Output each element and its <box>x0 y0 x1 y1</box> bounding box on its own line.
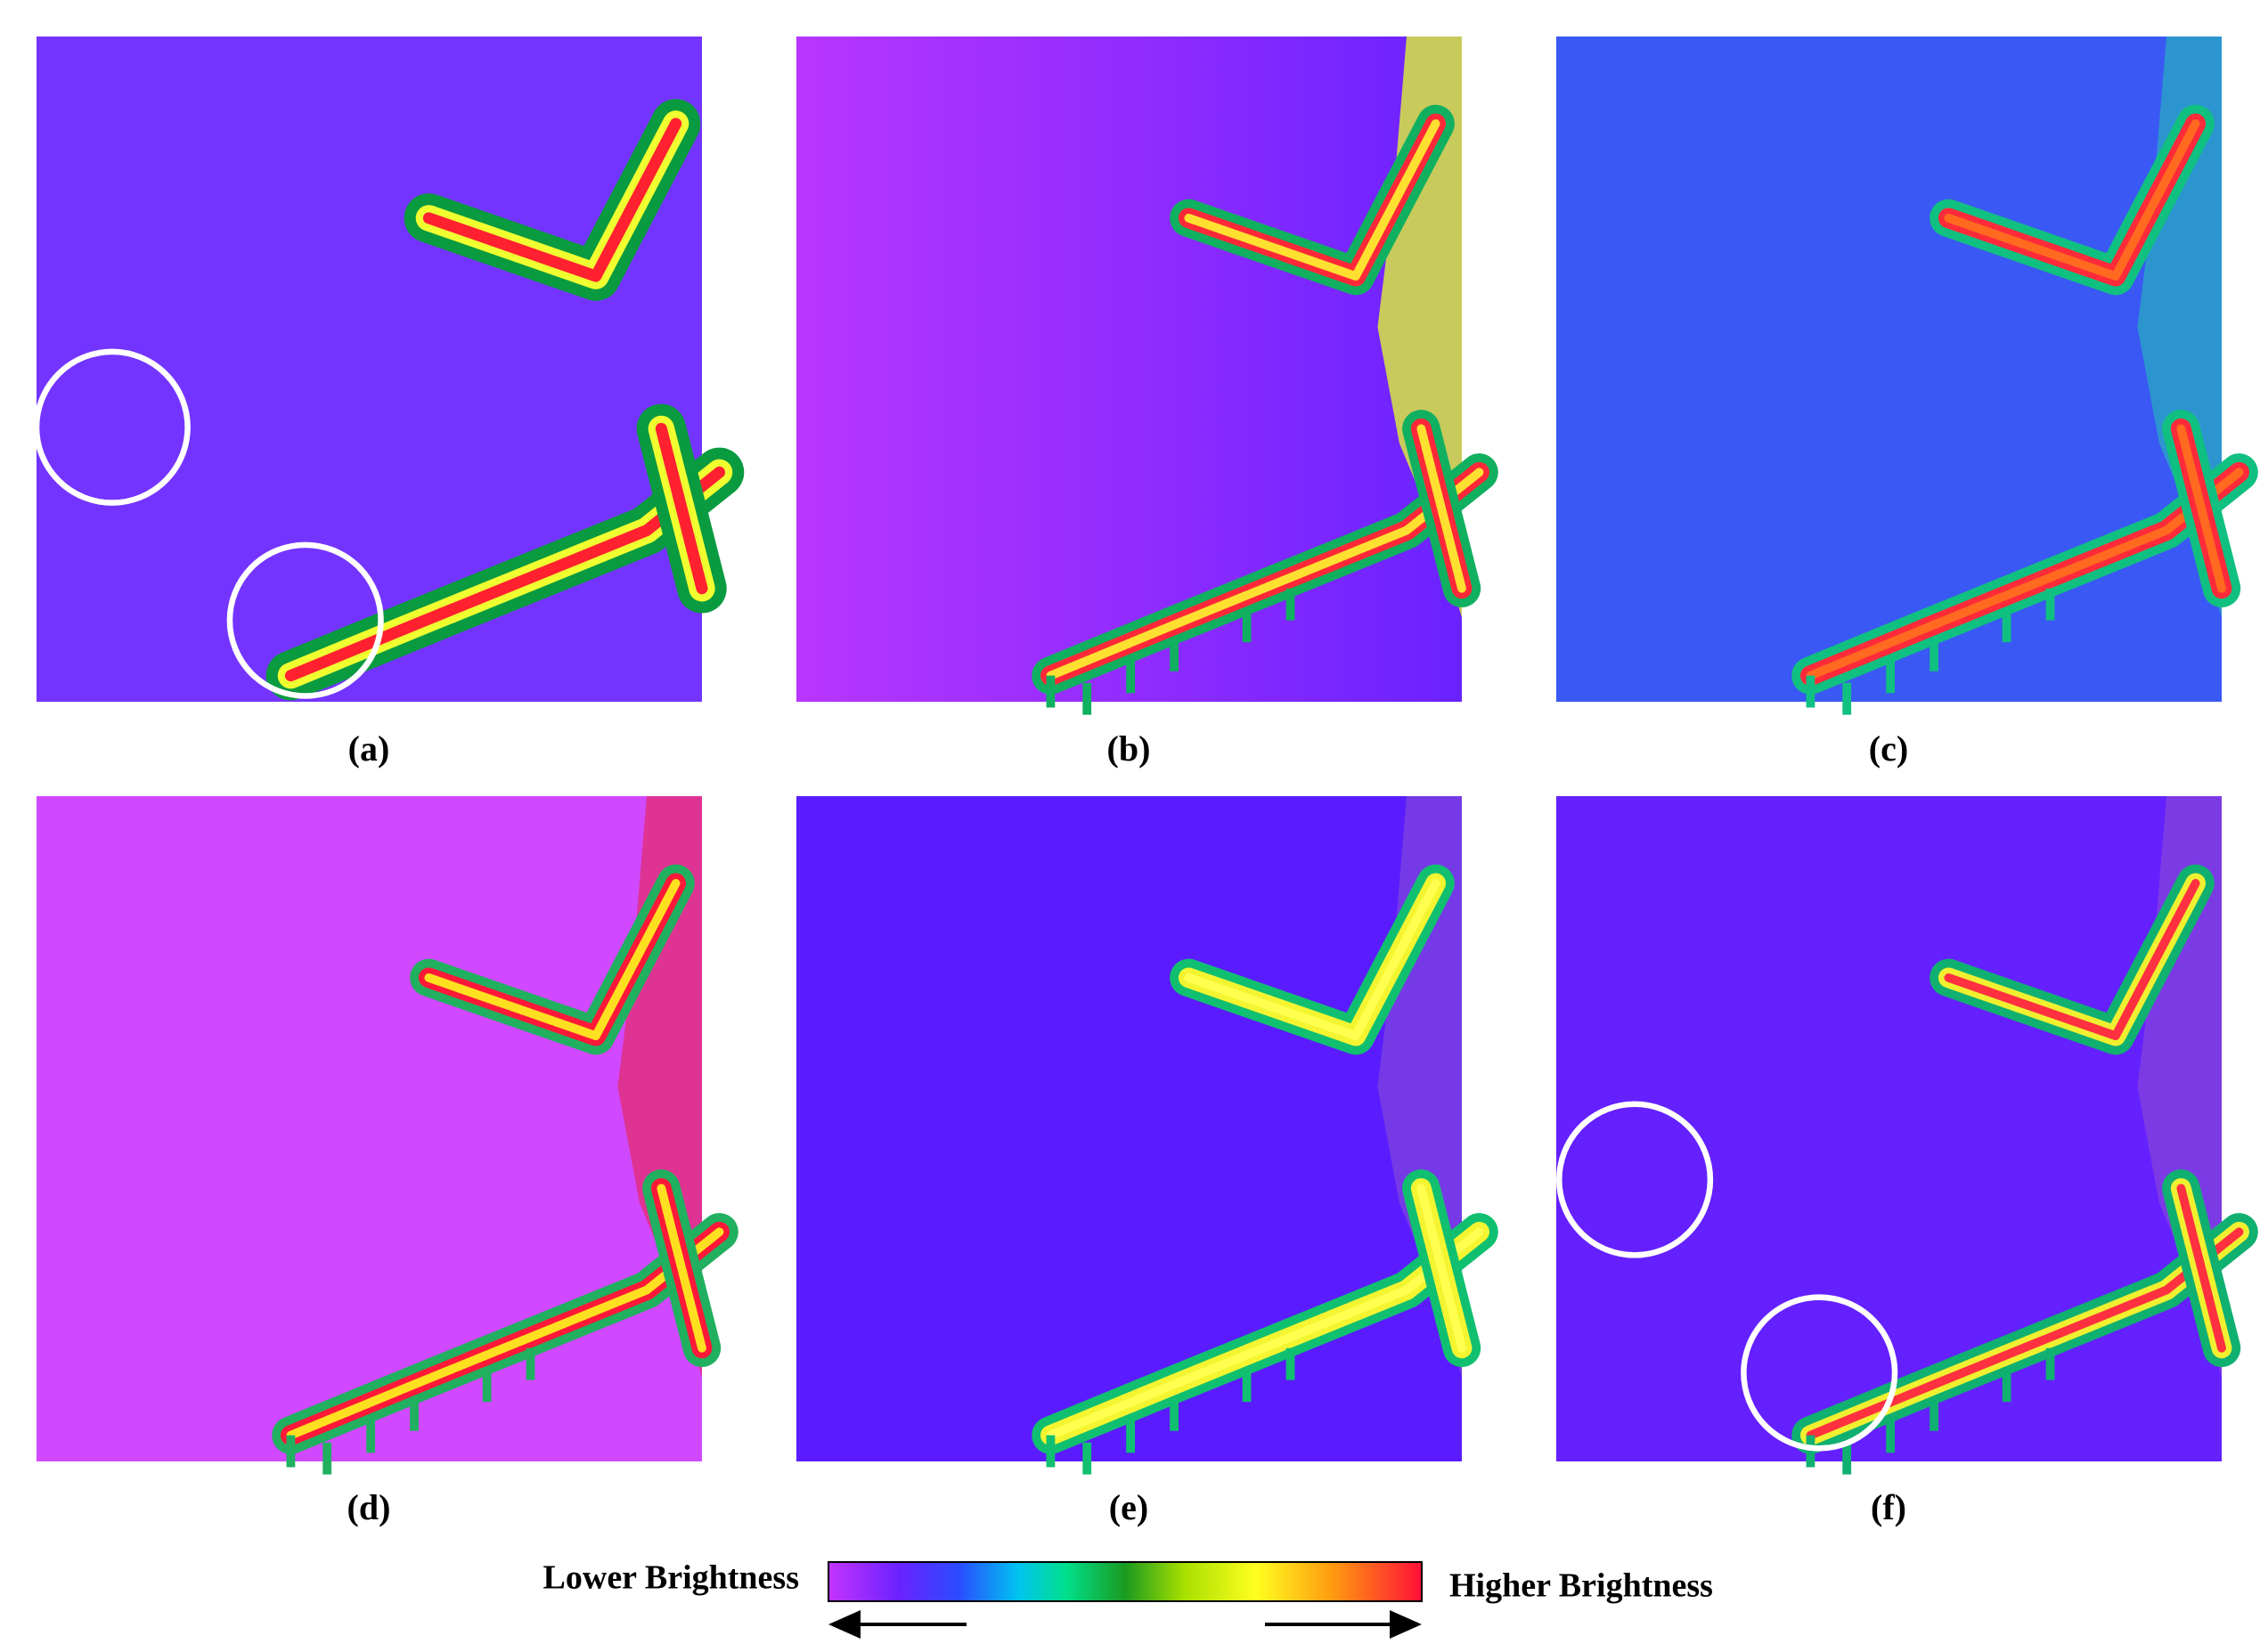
structure-core <box>655 422 708 595</box>
panel <box>1556 796 2258 1475</box>
panel-label: (f) <box>1871 1487 1906 1527</box>
colorbar: Lower Brightness Higher Brightness <box>543 1559 1713 1639</box>
structure-core <box>1944 118 2200 281</box>
high-label: Higher Brightness <box>1449 1567 1713 1605</box>
structure-core <box>422 118 682 282</box>
structure-core <box>2176 424 2226 593</box>
panel-image <box>1556 37 2222 702</box>
structure-core <box>424 878 681 1041</box>
panel <box>796 796 1498 1475</box>
structures <box>1556 796 2258 1475</box>
panel-image <box>37 796 702 1461</box>
panel-image <box>1556 796 2222 1461</box>
structures <box>33 99 745 701</box>
panel <box>1556 37 2258 715</box>
panel <box>796 37 1498 715</box>
panel-image <box>37 37 702 702</box>
panel-label: (c) <box>1869 728 1908 769</box>
panel-label: (d) <box>347 1487 391 1527</box>
structure-core <box>1184 878 1440 1041</box>
highlight-circle <box>226 541 384 699</box>
panel <box>37 796 738 1475</box>
structure-core <box>1944 878 2200 1041</box>
panel-image <box>796 37 1462 702</box>
structures <box>1032 37 1498 715</box>
structure-core <box>1416 424 1466 593</box>
structures <box>272 796 738 1475</box>
structure-core <box>657 1184 706 1353</box>
highlight-circle <box>33 348 191 506</box>
panel-label: (a) <box>348 728 390 769</box>
structure-core <box>1416 1184 1466 1353</box>
panel-grid <box>33 37 2258 1475</box>
highlight-circle <box>1556 1101 1714 1258</box>
low-label: Lower Brightness <box>543 1559 799 1597</box>
panel-label: (b) <box>1107 728 1151 769</box>
structures <box>1791 37 2258 715</box>
structure-core <box>1184 118 1440 281</box>
panel <box>33 37 745 702</box>
colorbar-gradient <box>828 1561 1423 1602</box>
panel-label: (e) <box>1109 1487 1148 1527</box>
panel-image <box>796 796 1462 1461</box>
structures <box>1032 796 1498 1475</box>
highlight-circle <box>1741 1294 1898 1452</box>
structure-core <box>2176 1184 2226 1353</box>
